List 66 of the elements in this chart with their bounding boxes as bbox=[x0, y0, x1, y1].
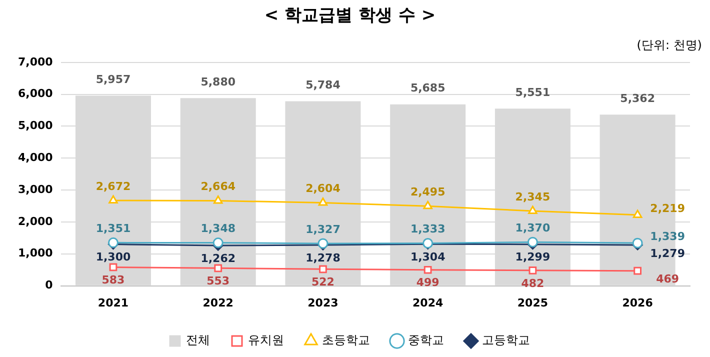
y-tick-label: 4,000 bbox=[18, 151, 54, 164]
point bbox=[214, 264, 222, 272]
point bbox=[319, 265, 327, 274]
data-label: 1,370 bbox=[515, 221, 550, 234]
data-label: 2,664 bbox=[200, 180, 236, 194]
data-label: 499 bbox=[416, 276, 440, 290]
point bbox=[213, 196, 223, 204]
data-label: 2,672 bbox=[96, 180, 131, 193]
y-tick-label: 1,000 bbox=[18, 246, 54, 260]
data-label: 2,345 bbox=[515, 190, 550, 204]
point bbox=[528, 266, 537, 274]
y-tick-label: 0 bbox=[45, 278, 54, 292]
data-label: 553 bbox=[206, 274, 230, 288]
legend-label: 중학교 bbox=[408, 333, 444, 348]
data-label: 5,551 bbox=[515, 86, 550, 100]
y-tick-label: 5,000 bbox=[18, 119, 54, 132]
y-tick-label: 6,000 bbox=[18, 87, 54, 100]
point bbox=[109, 263, 118, 272]
x-tick-label: 2024 bbox=[412, 296, 444, 310]
point bbox=[632, 210, 642, 218]
data-label: 583 bbox=[102, 274, 125, 287]
data-label: 5,880 bbox=[200, 76, 236, 89]
point bbox=[108, 195, 118, 204]
data-label: 2,219 bbox=[650, 202, 685, 215]
data-label: 1,279 bbox=[650, 246, 685, 260]
legend-label: 고등학교 bbox=[482, 333, 530, 348]
data-label: 2,495 bbox=[410, 186, 446, 199]
data-label: 1,348 bbox=[200, 222, 236, 236]
data-label: 1,299 bbox=[515, 250, 550, 264]
x-tick-label: 2023 bbox=[308, 296, 338, 310]
legend-label: 유치원 bbox=[248, 333, 284, 348]
point bbox=[423, 200, 432, 210]
data-label: 522 bbox=[311, 276, 334, 288]
data-label: 1,262 bbox=[200, 252, 236, 265]
data-label: 1,278 bbox=[306, 251, 340, 264]
data-label: 1,351 bbox=[96, 222, 131, 236]
x-tick-label: 2026 bbox=[622, 296, 654, 310]
data-label: 1,333 bbox=[410, 222, 446, 236]
legend-label: 전체 bbox=[186, 333, 210, 348]
data-label: 469 bbox=[656, 272, 680, 286]
data-label: 5,784 bbox=[306, 78, 341, 92]
text: (단위: 천명) bbox=[636, 38, 702, 52]
y-tick-label: 7,000 bbox=[18, 55, 54, 68]
point bbox=[212, 238, 224, 248]
point bbox=[527, 236, 538, 248]
point bbox=[528, 206, 538, 214]
data-label: 5,685 bbox=[410, 82, 446, 95]
data-label: 5,957 bbox=[96, 73, 131, 86]
point bbox=[318, 197, 328, 206]
data-label: 2,604 bbox=[306, 182, 341, 196]
data-label: 1,327 bbox=[306, 222, 340, 236]
data-label: 1,339 bbox=[650, 230, 685, 243]
x-tick-label: 2025 bbox=[517, 296, 548, 310]
chart-title: < 학교급별 학생 수 > bbox=[264, 6, 436, 26]
point bbox=[424, 266, 432, 274]
point bbox=[634, 266, 642, 275]
point bbox=[632, 238, 643, 248]
y-tick-label: 3,000 bbox=[18, 182, 54, 196]
data-label: 5,362 bbox=[620, 92, 655, 106]
data-label: 1,304 bbox=[410, 250, 446, 264]
y-tick-label: 2,000 bbox=[18, 214, 54, 228]
data-label: 1,300 bbox=[96, 250, 131, 264]
data-label: 482 bbox=[521, 276, 544, 290]
x-tick-label: 2022 bbox=[202, 296, 234, 310]
x-tick-label: 2021 bbox=[98, 296, 129, 310]
legend-label: 초등학교 bbox=[322, 333, 370, 348]
